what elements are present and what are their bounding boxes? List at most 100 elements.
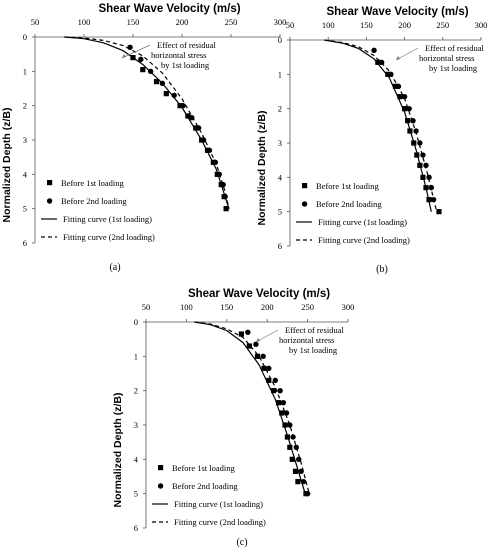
annotation-text: Effect of residual bbox=[425, 43, 484, 53]
data-point-circle bbox=[138, 56, 144, 63]
x-tick-label: 200 bbox=[398, 20, 411, 30]
data-point-circle bbox=[287, 422, 293, 428]
y-tick-label: 4 bbox=[134, 454, 139, 464]
data-point-square bbox=[375, 59, 381, 65]
data-point-circle bbox=[272, 377, 278, 384]
data-point-square bbox=[140, 67, 146, 73]
x-tick-label: 250 bbox=[301, 302, 314, 312]
legend-marker-square bbox=[158, 465, 164, 471]
x-tick-label: 150 bbox=[220, 302, 233, 312]
legend-marker-square bbox=[47, 180, 53, 186]
chart-panel-c: 50 100 150 200 250 300 0 1 2 3 4 5 6 Shear Wave Veloc… bbox=[112, 288, 354, 548]
x-axis-title: Shear Wave Velocity (m/s) bbox=[98, 3, 240, 15]
x-tick-label: 200 bbox=[176, 17, 189, 27]
legend-label: Fitting curve (2nd loading) bbox=[63, 232, 155, 242]
x-tick-label: 150 bbox=[360, 20, 373, 30]
y-tick-label: 2 bbox=[134, 386, 138, 396]
panel-caption: (b) bbox=[376, 264, 388, 275]
legend-label: Before 1st loading bbox=[172, 463, 236, 473]
data-point-square bbox=[397, 94, 403, 100]
x-tick-label: 50 bbox=[286, 20, 295, 30]
panel-caption: (c) bbox=[236, 537, 247, 548]
y-tick-label: 6 bbox=[134, 523, 138, 533]
x-tick-label: 250 bbox=[225, 17, 238, 27]
data-point-square bbox=[275, 400, 282, 406]
fitting-curve-2nd-line bbox=[64, 36, 230, 209]
data-point-circle bbox=[423, 162, 429, 169]
y-axis-title: Normalized Depth (z/B) bbox=[256, 111, 268, 226]
data-point-square bbox=[287, 444, 293, 450]
data-point-circle bbox=[277, 387, 283, 394]
data-point-square bbox=[261, 365, 267, 371]
data-point-square bbox=[163, 91, 169, 97]
data-point-square bbox=[185, 113, 191, 119]
x-tick-label: 150 bbox=[127, 17, 140, 27]
annotation-text: by 1st loading bbox=[289, 345, 338, 355]
data-point-square bbox=[402, 106, 408, 112]
y-tick-label: 5 bbox=[278, 207, 282, 217]
annotation-arrowhead bbox=[396, 56, 400, 60]
data-point-square bbox=[223, 206, 229, 212]
data-point-circle bbox=[420, 152, 426, 158]
annotation-text: Effect of residual bbox=[157, 40, 216, 50]
x-tick-label: 100 bbox=[322, 20, 335, 30]
data-point-circle bbox=[293, 444, 299, 451]
annotation-text: horizontal stress bbox=[151, 50, 206, 60]
x-axis-title: Shear Wave Velocity (m/s) bbox=[188, 288, 330, 300]
legend-label: Fitting curve (1st loading) bbox=[318, 217, 407, 227]
data-point-square bbox=[193, 125, 199, 131]
data-point-square bbox=[392, 83, 399, 89]
legend-marker-square bbox=[302, 183, 308, 189]
y-axis-title: Normalized Depth (z/B) bbox=[112, 393, 124, 508]
y-tick-label: 3 bbox=[23, 135, 27, 145]
y-tick-label: 5 bbox=[134, 489, 138, 499]
annotation-arrowhead bbox=[122, 54, 126, 58]
data-point-square bbox=[282, 422, 288, 428]
data-point-circle bbox=[304, 490, 311, 497]
y-tick-label: 6 bbox=[278, 241, 282, 251]
data-point-circle bbox=[378, 59, 385, 66]
data-point-square bbox=[385, 71, 391, 77]
annotation-text: Effect of residual bbox=[285, 325, 344, 335]
data-point-square bbox=[436, 209, 442, 215]
legend-label: Before 2nd loading bbox=[172, 481, 238, 491]
data-point-circle bbox=[266, 365, 272, 372]
data-point-square bbox=[153, 79, 160, 85]
legend-label: Fitting curve (2nd loading) bbox=[318, 235, 410, 245]
x-tick-label: 300 bbox=[475, 20, 488, 30]
annotation-arrow bbox=[121, 44, 151, 59]
data-point-square bbox=[246, 343, 253, 349]
x-tick-label: 100 bbox=[180, 302, 193, 312]
fitting-curve-2nd-line bbox=[194, 321, 310, 494]
annotation-arrow bbox=[395, 47, 419, 61]
fitting-curve-2nd-line bbox=[324, 39, 438, 212]
data-point-square bbox=[271, 388, 277, 394]
y-tick-label: 3 bbox=[134, 420, 138, 430]
data-point-square bbox=[295, 479, 301, 485]
legend-label: Before 1st loading bbox=[61, 178, 125, 188]
data-point-circle bbox=[127, 44, 133, 50]
y-tick-label: 2 bbox=[23, 101, 27, 111]
x-tick-label: 300 bbox=[342, 302, 355, 312]
data-point-circle bbox=[253, 341, 259, 348]
x-tick-label: 100 bbox=[78, 17, 91, 27]
legend-label: Fitting curve (1st loading) bbox=[174, 499, 263, 509]
y-tick-label: 0 bbox=[23, 32, 27, 42]
data-point-square bbox=[238, 331, 244, 337]
legend-marker-circle bbox=[301, 201, 308, 207]
x-axis-title: Shear Wave Velocity (m/s) bbox=[326, 6, 468, 18]
data-point-circle bbox=[260, 353, 266, 360]
data-point-square bbox=[279, 410, 285, 416]
y-tick-label: 0 bbox=[278, 35, 282, 45]
data-point-circle bbox=[371, 47, 377, 53]
annotation-text: horizontal stress bbox=[419, 53, 474, 63]
x-tick-label: 50 bbox=[31, 17, 40, 27]
x-tick-label: 300 bbox=[274, 17, 287, 27]
data-point-square bbox=[266, 377, 272, 383]
annotation-arrow bbox=[255, 329, 279, 343]
fitting-curve-1st-line bbox=[64, 36, 230, 209]
x-tick-label: 200 bbox=[261, 302, 274, 312]
data-point-circle bbox=[245, 329, 251, 335]
